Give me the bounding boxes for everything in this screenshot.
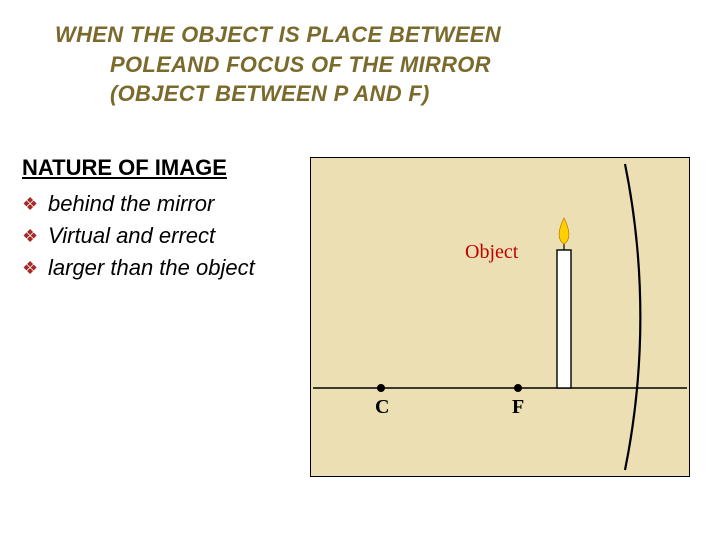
diagram-svg: C F Object <box>311 158 689 476</box>
label-f: F <box>512 396 524 418</box>
bullet-icon: ❖ <box>22 222 48 250</box>
list-item: ❖ behind the mirror <box>22 190 302 218</box>
title-line-3: (OBJECT BETWEEN P AND F) <box>55 79 675 109</box>
bullet-text: larger than the object <box>48 254 302 282</box>
bullet-list: ❖ behind the mirror ❖ Virtual and errect… <box>22 190 302 286</box>
title-line-2: POLEAND FOCUS OF THE MIRROR <box>55 50 675 80</box>
bullet-icon: ❖ <box>22 190 48 218</box>
label-object: Object <box>465 241 519 263</box>
list-item: ❖ Virtual and errect <box>22 222 302 250</box>
candle-flame-icon <box>559 218 569 244</box>
section-heading: NATURE OF IMAGE <box>22 155 227 181</box>
mirror-diagram: C F Object <box>310 157 690 477</box>
bullet-text: behind the mirror <box>48 190 302 218</box>
title-line-1: WHEN THE OBJECT IS PLACE BETWEEN <box>55 22 501 47</box>
label-c: C <box>375 396 389 418</box>
point-c <box>377 384 385 392</box>
bullet-text: Virtual and errect <box>48 222 302 250</box>
bullet-icon: ❖ <box>22 254 48 282</box>
mirror-arc <box>625 164 640 470</box>
list-item: ❖ larger than the object <box>22 254 302 282</box>
candle-body <box>557 250 571 388</box>
slide-title: WHEN THE OBJECT IS PLACE BETWEEN POLEAND… <box>55 20 675 109</box>
point-f <box>514 384 522 392</box>
